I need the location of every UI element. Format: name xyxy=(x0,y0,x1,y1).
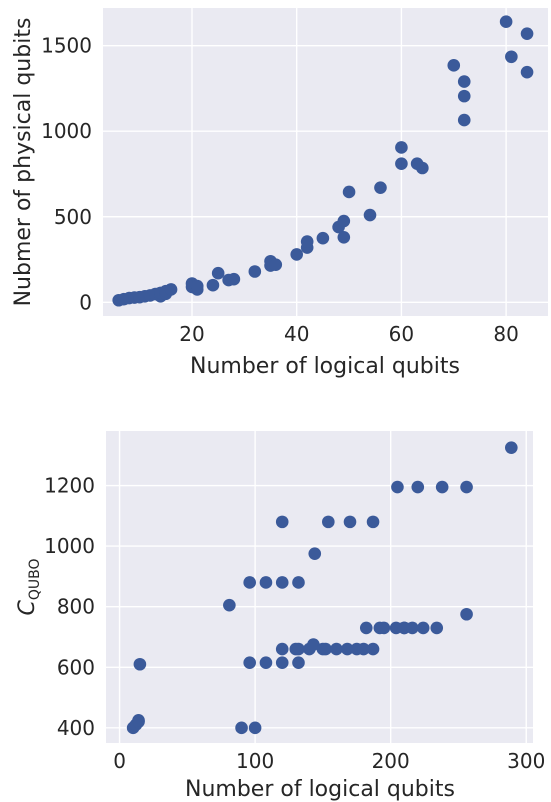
data-point xyxy=(411,480,425,494)
x-axis-label: Number of logical qubits xyxy=(190,354,460,379)
x-tick-label: 60 xyxy=(389,322,414,346)
data-point xyxy=(340,642,354,656)
data-point xyxy=(290,248,304,261)
x-tick-label: 200 xyxy=(372,749,410,773)
data-point xyxy=(363,208,377,222)
data-point xyxy=(457,89,471,103)
x-tick-label: 80 xyxy=(493,322,518,346)
data-point xyxy=(307,638,320,651)
y-axis-label-subscript: QUBO xyxy=(27,558,43,600)
data-point xyxy=(359,621,373,635)
data-point xyxy=(235,721,248,735)
x-axis-label: Number of logical qubits xyxy=(185,777,455,802)
data-point xyxy=(133,657,147,671)
data-point xyxy=(227,272,241,286)
data-point xyxy=(292,576,305,589)
data-point xyxy=(292,656,305,670)
data-point xyxy=(395,141,408,154)
data-point xyxy=(430,621,444,635)
y-tick-label: 500 xyxy=(54,205,92,229)
y-axis-label: CQUBO xyxy=(15,558,43,615)
data-point xyxy=(520,27,534,40)
data-point xyxy=(337,230,351,244)
data-point xyxy=(406,621,419,635)
data-point xyxy=(243,656,256,670)
data-point xyxy=(374,181,387,194)
data-points xyxy=(112,15,534,307)
data-point xyxy=(520,65,534,79)
data-point xyxy=(275,515,289,529)
data-point xyxy=(460,480,473,494)
data-point xyxy=(300,235,314,248)
x-tick-label: 20 xyxy=(179,322,204,346)
data-point xyxy=(275,576,289,589)
x-tick-label: 100 xyxy=(236,749,274,773)
y-tick-label: 1500 xyxy=(41,34,92,58)
data-point xyxy=(248,265,262,278)
y-tick-label: 800 xyxy=(57,595,95,619)
data-point xyxy=(499,15,513,28)
data-point xyxy=(206,278,220,292)
data-point xyxy=(377,621,391,635)
y-tick-label: 0 xyxy=(79,290,92,314)
data-point xyxy=(395,157,408,171)
plot-area-background xyxy=(106,431,533,743)
x-tick-label: 300 xyxy=(507,749,545,773)
chart-c-qubo: 0 100 200 300 400 600 800 1000 1200 Number of l… xyxy=(15,431,545,802)
data-point xyxy=(505,441,518,454)
data-point xyxy=(164,283,178,296)
data-point xyxy=(308,547,322,560)
data-point xyxy=(337,214,351,228)
x-tick-labels: 0 100 200 300 xyxy=(113,749,545,773)
data-point xyxy=(342,185,356,199)
data-point xyxy=(223,598,236,612)
y-tick-labels: 0 500 1000 1500 xyxy=(41,34,92,315)
data-point xyxy=(416,161,429,175)
data-point xyxy=(391,480,404,494)
data-point xyxy=(259,576,273,589)
data-point xyxy=(416,621,430,635)
data-point xyxy=(248,721,262,735)
y-axis-label-main: C xyxy=(15,600,40,616)
chart-physical-qubits: 20 40 60 80 0 500 1000 1500 Number of logical … xyxy=(11,8,548,379)
x-tick-label: 0 xyxy=(113,749,126,773)
data-point xyxy=(275,642,289,656)
data-point xyxy=(190,279,204,293)
data-point xyxy=(269,258,283,271)
data-point xyxy=(366,515,380,529)
data-point xyxy=(460,607,473,621)
data-point xyxy=(457,75,471,88)
plot-area-background xyxy=(103,8,548,316)
y-tick-label: 1000 xyxy=(44,534,95,558)
data-point xyxy=(447,59,461,72)
data-point xyxy=(343,515,357,529)
data-point xyxy=(322,515,335,529)
x-tick-labels: 20 40 60 80 xyxy=(179,322,519,346)
data-point xyxy=(366,642,380,656)
data-point xyxy=(211,266,225,280)
data-point xyxy=(457,113,471,127)
data-point xyxy=(319,642,332,656)
data-points xyxy=(126,441,518,735)
data-point xyxy=(435,480,449,494)
data-point xyxy=(132,713,145,727)
y-tick-label: 400 xyxy=(57,716,95,740)
y-tick-label: 600 xyxy=(57,655,95,679)
data-point xyxy=(292,642,305,656)
data-point xyxy=(275,656,289,670)
data-point xyxy=(330,642,343,656)
data-point xyxy=(243,576,256,589)
y-axis-label: Nubmer of physical qubits xyxy=(11,18,36,307)
data-point xyxy=(357,642,370,656)
y-tick-label: 1000 xyxy=(41,119,92,143)
y-tick-label: 1200 xyxy=(44,474,95,498)
x-tick-label: 40 xyxy=(284,322,309,346)
data-point xyxy=(316,231,330,245)
data-point xyxy=(259,656,273,670)
data-point xyxy=(505,50,518,64)
y-tick-labels: 400 600 800 1000 1200 xyxy=(44,474,95,740)
grid xyxy=(106,431,533,743)
